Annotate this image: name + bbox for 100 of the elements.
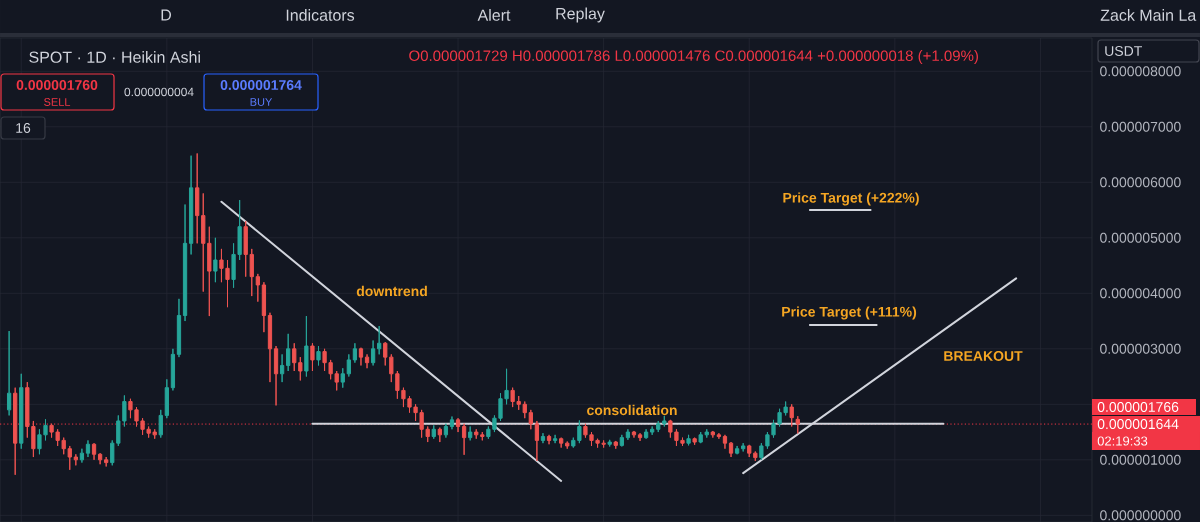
candlestick: [273, 345, 279, 406]
candlestick: [431, 424, 436, 440]
candlestick: [468, 426, 473, 441]
text: USDT: [1105, 46, 1142, 56]
candlestick: [631, 430, 637, 439]
annotation: 16: [16, 123, 31, 133]
candlestick: [710, 430, 715, 439]
candlestick: [340, 367, 345, 389]
annotation: Price Target (+111%): [782, 306, 917, 320]
candlestick: [67, 445, 72, 471]
candlestick: [662, 415, 667, 428]
candlestick: [461, 423, 467, 456]
candlestick: [164, 378, 169, 419]
candlestick: [207, 226, 212, 317]
text: SPOT · 1D · Heikin Ashi: [29, 51, 200, 63]
candlestick: [73, 453, 78, 466]
candlestick: [364, 353, 370, 369]
candlestick: [19, 373, 24, 450]
annotation: 0.000001764: [220, 80, 302, 90]
candlestick: [741, 442, 746, 452]
ref-line-label: 0.000001644: [1097, 419, 1179, 430]
candlestick: [656, 420, 661, 433]
candlestick: [559, 437, 564, 449]
y-tick-label: 0.000003000: [1100, 343, 1181, 354]
y-tick-label: 0.000006000: [1100, 177, 1181, 188]
candlestick: [565, 441, 570, 450]
candlestick: [625, 428, 631, 441]
candlestick: [279, 353, 285, 383]
candlestick: [170, 348, 176, 391]
candlestick: [370, 339, 376, 366]
candlestick: [637, 432, 643, 442]
candlestick: [176, 298, 182, 358]
candlestick: [6, 330, 12, 416]
candlestick: [546, 434, 552, 445]
y-tick-label: 0.000001000: [1100, 454, 1181, 465]
candlestick: [443, 423, 449, 439]
text: Indicators: [286, 9, 355, 21]
annotation: 0.000000004: [124, 87, 194, 97]
candlestick: [316, 345, 321, 366]
annotation: BREAKOUT: [944, 351, 1023, 361]
candlestick: [552, 434, 558, 444]
candlestick: [304, 315, 309, 378]
text: D: [161, 9, 172, 21]
candlestick: [188, 155, 194, 255]
text: Zack Main La: [1100, 9, 1197, 21]
candlestick: [255, 273, 260, 303]
text: Alert: [477, 9, 511, 21]
annotation: consolidation: [587, 404, 677, 416]
candlestick: [747, 444, 752, 458]
candlestick: [449, 416, 455, 430]
candlestick: [377, 325, 382, 355]
y-tick-label: 0.000004000: [1100, 288, 1181, 299]
annotation: 0.000001760: [16, 80, 98, 90]
annotation: Price Target (+222%): [783, 192, 919, 206]
text: 0.000001766: [1097, 402, 1179, 412]
annotation: SELL: [44, 98, 71, 106]
candlestick: [789, 403, 794, 428]
candlestick: [619, 434, 624, 447]
candlestick: [734, 445, 740, 455]
candlestick: [613, 440, 618, 450]
candlestick: [383, 341, 388, 366]
y-tick-label: 0.000007000: [1100, 121, 1181, 132]
candlestick: [455, 417, 461, 433]
candlestick: [728, 441, 734, 458]
candlestick: [692, 437, 697, 446]
candlestick: [540, 432, 546, 444]
candlestick: [346, 353, 351, 378]
candlestick: [97, 452, 103, 465]
candlestick: [352, 342, 358, 364]
text: O0.000001729 H0.000001786 L0.000001476 C0.000001644 +0.000000018 (+1.09%): [409, 50, 978, 64]
candlestick: [158, 409, 163, 439]
annotation: downtrend: [356, 285, 427, 297]
text: 02:19:33: [1097, 436, 1148, 446]
candlestick: [722, 434, 728, 450]
candlestick: [13, 387, 18, 476]
candlestick: [310, 342, 315, 372]
candlestick: [91, 442, 97, 461]
candlestick: [79, 448, 85, 464]
candlestick: [213, 237, 218, 283]
annotation: BUY: [250, 98, 273, 106]
candlestick: [716, 432, 722, 440]
candlestick: [85, 439, 91, 458]
y-tick-label: 0.000000000: [1100, 510, 1181, 521]
candlestick: [201, 192, 206, 293]
candlestick: [528, 409, 533, 430]
candlestick: [534, 420, 540, 462]
candlestick: [261, 281, 267, 333]
y-tick-label: 0.000005000: [1100, 232, 1181, 243]
candlestick: [195, 152, 200, 244]
candlestick: [753, 451, 758, 462]
candlestick: [686, 434, 691, 446]
candlestick: [104, 456, 109, 467]
candlestick: [267, 312, 273, 383]
candlestick: [643, 428, 649, 440]
candlestick: [286, 333, 291, 372]
text: Replay: [556, 7, 605, 23]
y-tick-label: 0.000008000: [1100, 66, 1181, 77]
candlestick: [358, 347, 364, 366]
candlestick: [795, 415, 800, 434]
candlestick: [437, 427, 442, 443]
